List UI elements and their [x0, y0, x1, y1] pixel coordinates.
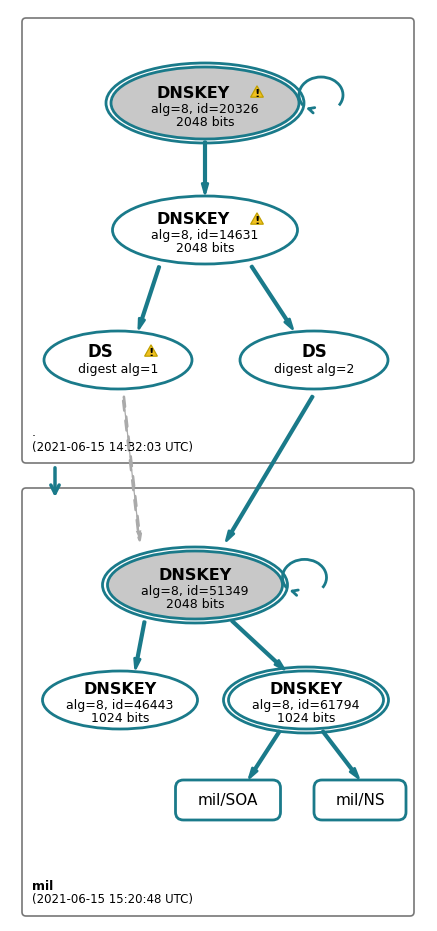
FancyBboxPatch shape: [176, 780, 281, 820]
Ellipse shape: [108, 551, 282, 619]
FancyArrowPatch shape: [322, 731, 358, 777]
Text: !: !: [254, 216, 260, 225]
Text: alg=8, id=51349: alg=8, id=51349: [141, 585, 249, 598]
Text: DNSKEY: DNSKEY: [156, 212, 229, 227]
FancyArrowPatch shape: [226, 396, 313, 541]
Text: 2048 bits: 2048 bits: [176, 115, 234, 128]
FancyArrowPatch shape: [251, 266, 292, 329]
Text: !: !: [254, 88, 260, 99]
Ellipse shape: [42, 671, 198, 729]
FancyArrowPatch shape: [232, 620, 284, 669]
FancyBboxPatch shape: [314, 780, 406, 820]
Text: digest alg=2: digest alg=2: [274, 363, 354, 376]
Polygon shape: [251, 213, 264, 224]
Text: DNSKEY: DNSKEY: [158, 568, 232, 583]
Ellipse shape: [229, 671, 384, 729]
FancyArrowPatch shape: [250, 731, 280, 777]
Text: mil/SOA: mil/SOA: [198, 792, 258, 807]
Text: (2021-06-15 14:32:03 UTC): (2021-06-15 14:32:03 UTC): [32, 440, 193, 453]
Text: 1024 bits: 1024 bits: [277, 712, 335, 725]
Polygon shape: [145, 344, 157, 357]
Ellipse shape: [112, 196, 298, 264]
FancyArrowPatch shape: [135, 622, 145, 668]
Text: 2048 bits: 2048 bits: [176, 242, 234, 255]
FancyBboxPatch shape: [22, 18, 414, 463]
Text: 2048 bits: 2048 bits: [166, 598, 224, 611]
Text: DNSKEY: DNSKEY: [269, 682, 343, 697]
Text: mil: mil: [32, 880, 53, 893]
Text: alg=8, id=46443: alg=8, id=46443: [66, 699, 173, 712]
Ellipse shape: [44, 331, 192, 389]
Text: !: !: [148, 347, 154, 358]
Text: 1024 bits: 1024 bits: [91, 712, 149, 725]
Text: .: .: [32, 426, 36, 439]
Text: DS: DS: [87, 343, 113, 361]
FancyArrowPatch shape: [139, 266, 160, 329]
Ellipse shape: [240, 331, 388, 389]
Text: alg=8, id=14631: alg=8, id=14631: [151, 230, 259, 242]
Text: digest alg=1: digest alg=1: [78, 363, 158, 376]
Text: (2021-06-15 15:20:48 UTC): (2021-06-15 15:20:48 UTC): [32, 894, 193, 907]
Text: DS: DS: [301, 343, 327, 361]
Text: mil/NS: mil/NS: [335, 792, 385, 807]
Text: alg=8, id=20326: alg=8, id=20326: [151, 102, 259, 115]
Text: DNSKEY: DNSKEY: [156, 86, 229, 101]
Polygon shape: [251, 86, 264, 97]
Text: DNSKEY: DNSKEY: [83, 682, 156, 697]
Ellipse shape: [111, 67, 299, 139]
FancyArrowPatch shape: [123, 397, 141, 540]
FancyBboxPatch shape: [22, 488, 414, 916]
FancyArrowPatch shape: [202, 142, 208, 194]
Text: alg=8, id=61794: alg=8, id=61794: [252, 699, 360, 712]
